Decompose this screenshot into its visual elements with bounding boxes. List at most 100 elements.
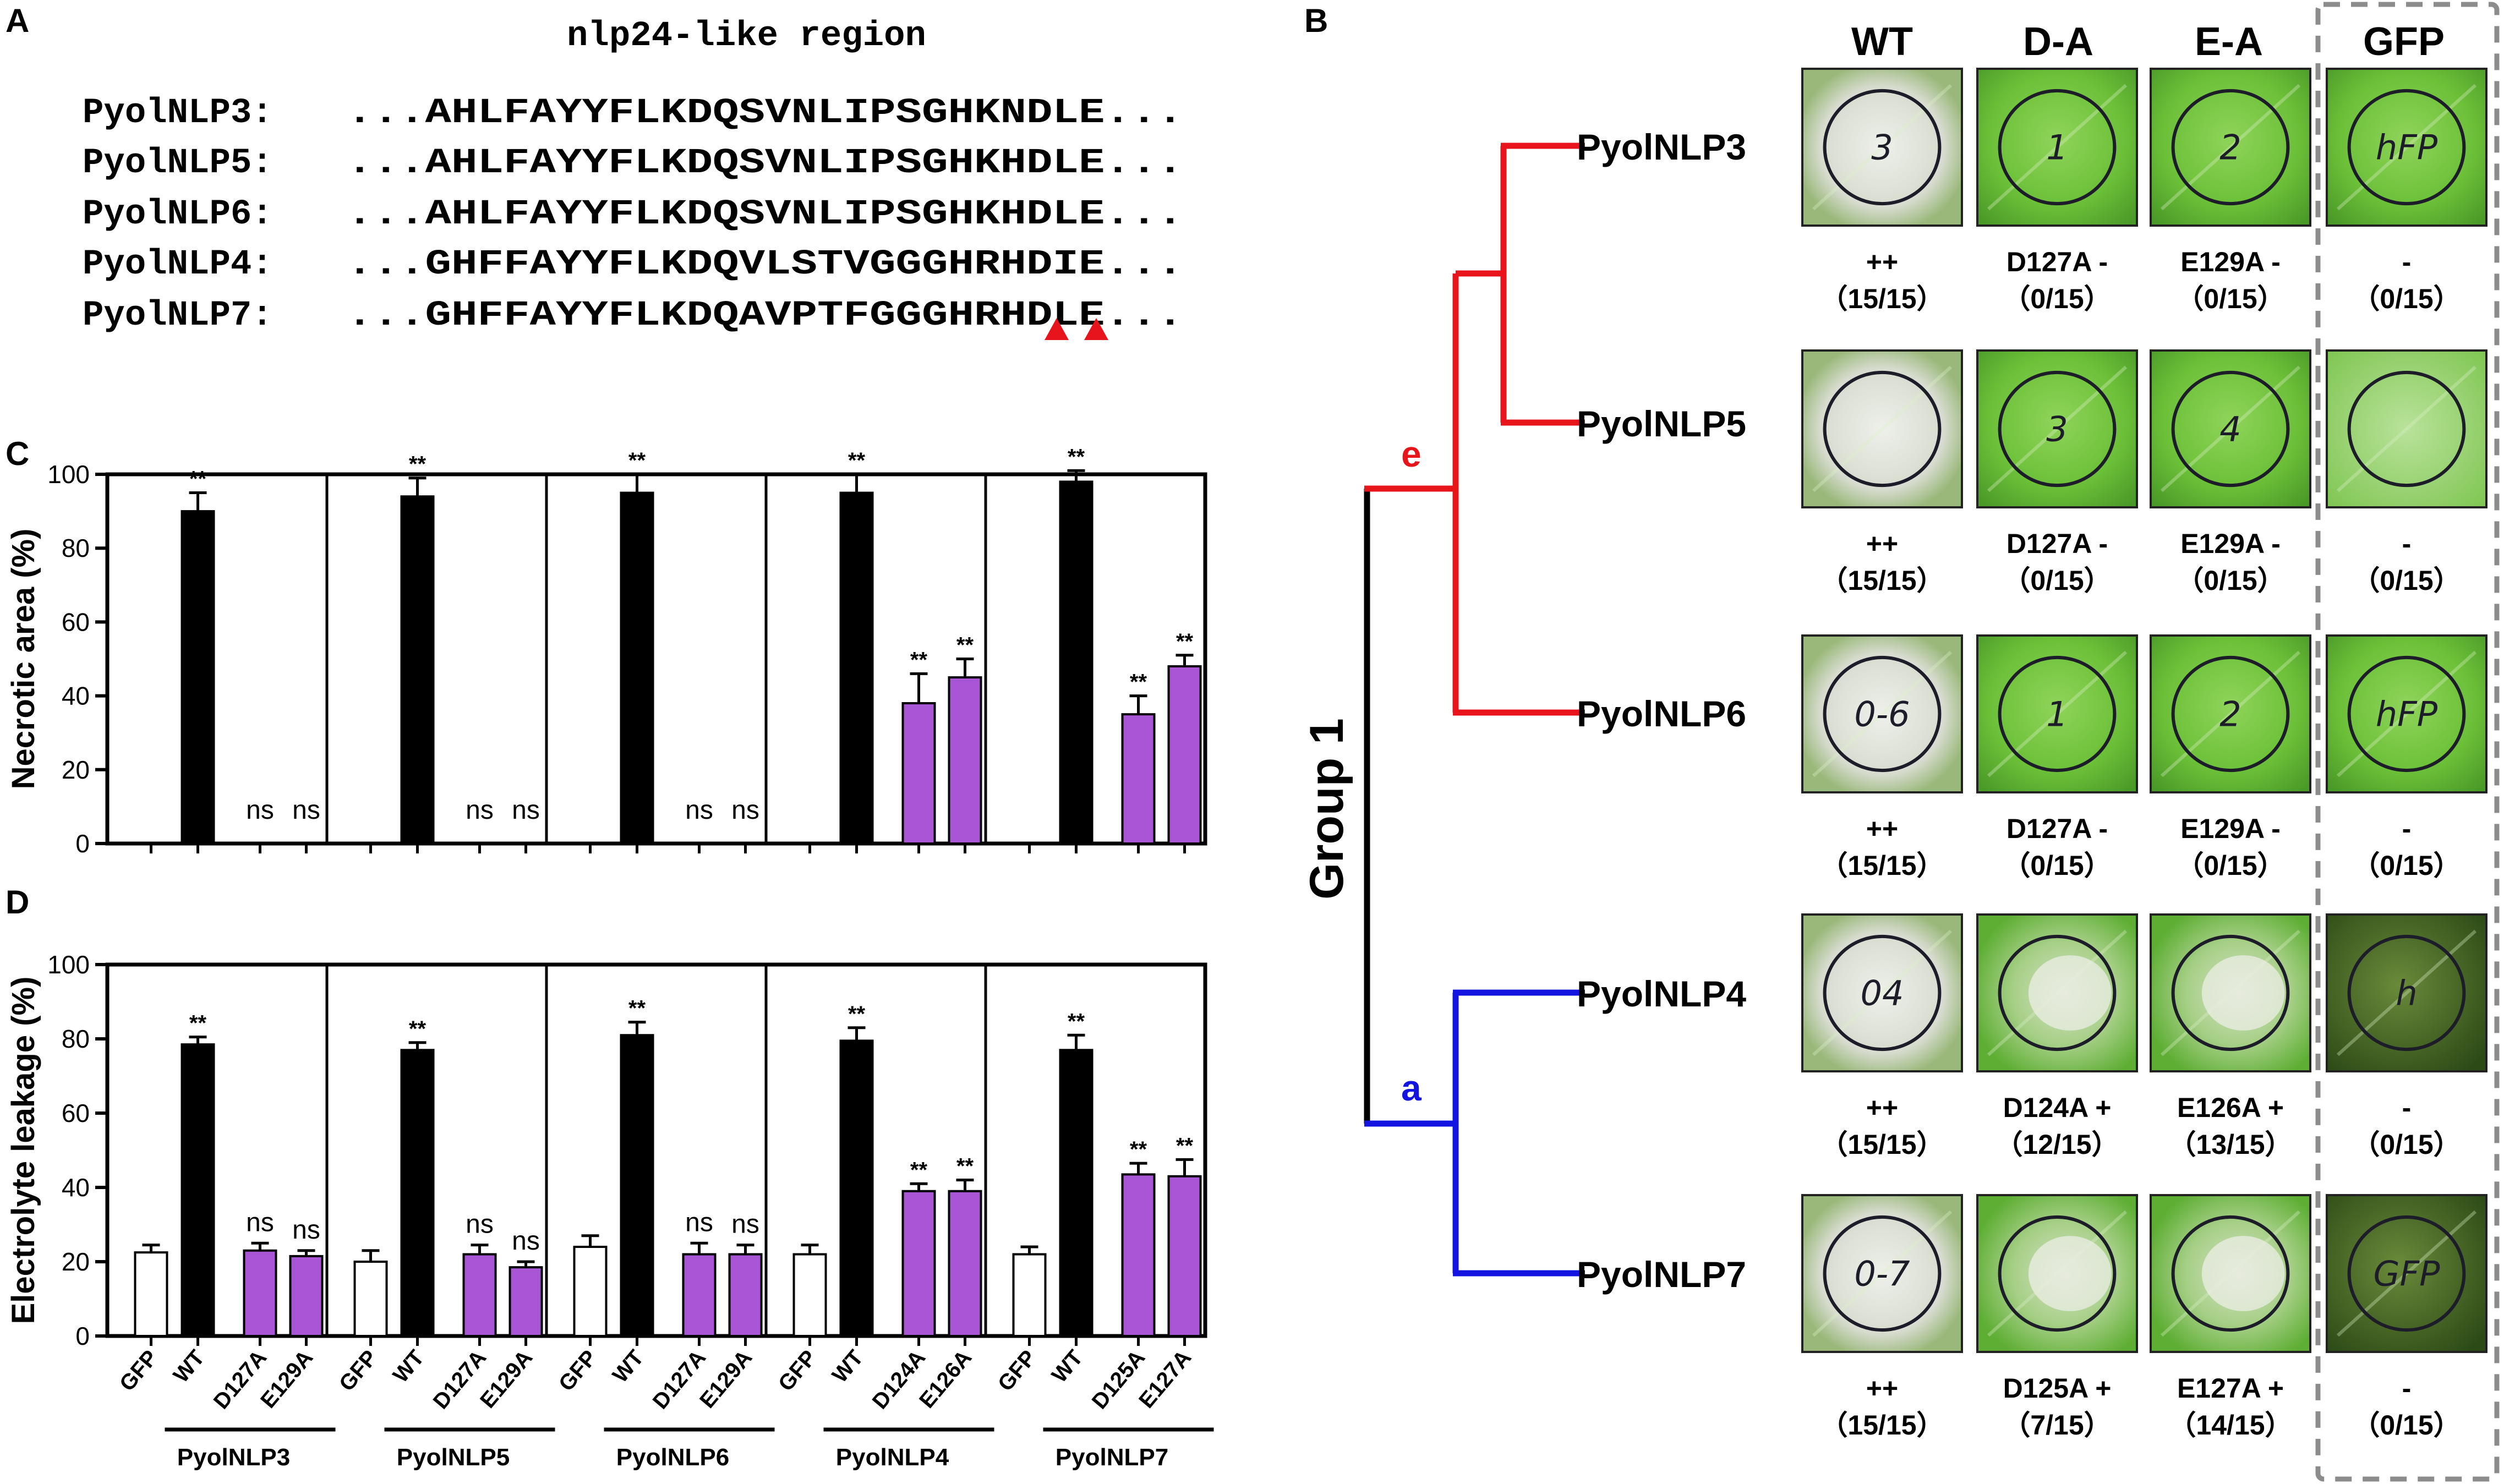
x-category-label: GFP [774, 1346, 822, 1396]
result-count: （0/15） [2352, 850, 2461, 881]
result-label: ++ [1866, 247, 1898, 277]
result-label: D127A - [2007, 528, 2108, 559]
leaf-vein [1812, 650, 1953, 777]
alignment-row-sequence: ...AHLFAYYFLKDQSVNLIPSGHKNDLE... [347, 94, 1183, 133]
significance-label: ns [292, 1215, 320, 1245]
result-count: （0/15） [2352, 565, 2461, 596]
y-tick-label: 100 [47, 460, 90, 489]
x-category-label: E126A [915, 1346, 976, 1413]
infiltration-circle [2347, 1215, 2466, 1332]
plot-frame [105, 472, 1207, 846]
leaf-label-pyolnlp6: PyolNLP6 [1577, 693, 1746, 734]
phylogenetic-tree: e a Group 1 PyolNLP3 PyolNLP5 PyolNLP6 P… [1300, 127, 1746, 1295]
result-label: - [2402, 247, 2412, 277]
significance-label: ** [1176, 1133, 1194, 1158]
lesion-spot [2201, 955, 2285, 1031]
result-count: （0/15） [2352, 283, 2461, 314]
significance-label: ** [910, 1158, 928, 1182]
y-tick-label: 80 [62, 534, 90, 562]
bar [1167, 1175, 1202, 1337]
leaf-vein [1812, 365, 1953, 492]
x-category-label: D127A [648, 1346, 711, 1414]
bar [620, 491, 654, 845]
y-tick-label: 0 [75, 1322, 90, 1350]
leaf-vein [2160, 650, 2301, 777]
significance-label: ** [1130, 670, 1147, 694]
infiltration-circle [2347, 370, 2466, 488]
result-count: （0/15） [2003, 850, 2111, 881]
infiltration-circle [2347, 89, 2466, 206]
result-label: - [2402, 1373, 2412, 1404]
result-count: （0/15） [2003, 565, 2111, 596]
result-count: （13/15） [2168, 1129, 2292, 1160]
handwritten-mark: hFP [2376, 128, 2438, 168]
bar [509, 1266, 543, 1337]
y-tick-label: 60 [62, 607, 90, 636]
y-tick-label: 100 [47, 950, 90, 979]
result-label: - [2402, 813, 2412, 844]
result-label: D124A + [2003, 1092, 2112, 1123]
infiltration-circle [2347, 655, 2466, 773]
leaf-vein [2336, 84, 2477, 211]
result-count: （0/15） [2176, 565, 2284, 596]
leaf-label-pyolnlp3: PyolNLP3 [1577, 127, 1746, 167]
leaf-vein [1987, 650, 2128, 777]
significance-label: ** [409, 1017, 427, 1041]
y-tick-label: 80 [62, 1025, 90, 1053]
handwritten-mark: hFP [2376, 694, 2438, 735]
handwritten-mark: 1 [2046, 694, 2068, 735]
significance-label: ns [466, 1210, 494, 1239]
result-label: D127A - [2007, 813, 2108, 844]
alignment-row-name: PyolNLP3: [83, 94, 273, 133]
x-category-label: WT [1047, 1346, 1088, 1388]
bar [400, 495, 435, 845]
significance-label: ** [1176, 629, 1194, 654]
x-category-label: D127A [209, 1346, 272, 1414]
y-axis-label: Necrotic area (%) [6, 529, 41, 790]
bar [353, 1261, 388, 1337]
result-label: ++ [1866, 1092, 1898, 1123]
column-header-d-a: D-A [2023, 20, 2093, 64]
alignment-row-sequence: ...AHLFAYYFLKDQSVNLIPSGHKHDLE... [347, 195, 1183, 234]
group-label: PyolNLP3 [177, 1444, 290, 1471]
result-count: （14/15） [2168, 1410, 2292, 1441]
bar [948, 676, 982, 845]
plot-frame [105, 962, 1207, 1338]
x-category-label: E129A [475, 1346, 537, 1413]
leaf-photo [1801, 634, 1963, 793]
bar [792, 1253, 827, 1337]
x-category-label: E129A [256, 1346, 318, 1413]
group-label: PyolNLP6 [616, 1444, 729, 1471]
bar [901, 702, 936, 845]
panel-label-b: B [1304, 2, 1328, 39]
handwritten-mark: 0-6 [1854, 694, 1910, 735]
lesion-spot [2028, 955, 2112, 1031]
significance-label: ns [512, 796, 540, 825]
leaf-label-pyolnlp5: PyolNLP5 [1577, 403, 1746, 444]
significance-label: ns [685, 1208, 713, 1237]
bar [181, 510, 215, 845]
column-header-e-a: E-A [2195, 20, 2263, 64]
result-count: （7/15） [2003, 1410, 2111, 1441]
alignment-row-name: PyolNLP7: [83, 296, 273, 336]
x-category-label: D127A [429, 1346, 491, 1414]
result-count: （0/15） [2352, 1129, 2461, 1160]
bar [901, 1190, 936, 1337]
significance-label: ** [956, 633, 974, 658]
result-label: D125A + [2003, 1373, 2112, 1404]
clade-label-e: e [1401, 434, 1422, 474]
leaf-photo [2326, 349, 2487, 508]
significance-label: ** [628, 448, 646, 473]
bar [462, 1253, 497, 1337]
bar [839, 491, 874, 845]
alignment-title: nlp24-like region [567, 17, 926, 56]
leaf-photo [2326, 1194, 2487, 1353]
leaf-photo [1976, 349, 2138, 508]
significance-label: ** [1068, 445, 1085, 469]
result-label: D127A - [2007, 247, 2108, 277]
handwritten-mark: GFP [2373, 1254, 2440, 1294]
significance-label: ** [848, 448, 866, 473]
group-label: PyolNLP5 [397, 1444, 510, 1471]
infiltration-circle [1998, 370, 2117, 488]
